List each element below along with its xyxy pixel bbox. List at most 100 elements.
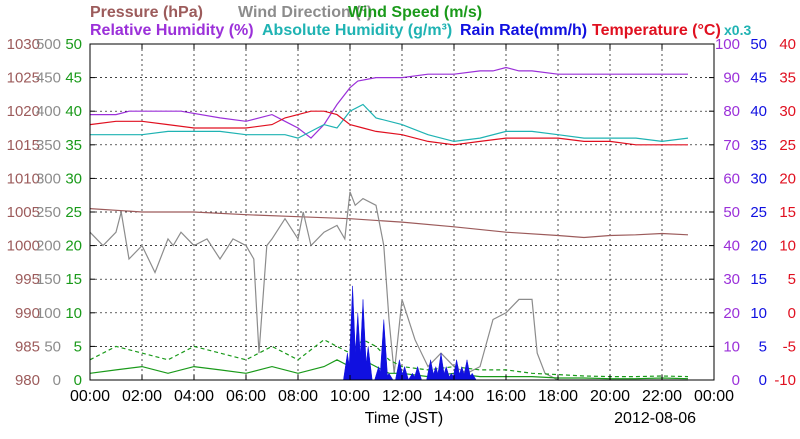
chart-title-area: Pressure (hPa) Wind Direction (°)Wind Spe…	[90, 4, 751, 39]
x-tick-label: 10:00	[330, 388, 370, 405]
series-line	[89, 338, 689, 378]
date-label: 2012-08-06	[614, 410, 696, 427]
rain_rate-tick-label: 20	[750, 238, 767, 255]
wind_direction-tick-label: 200	[36, 238, 61, 255]
temperature-tick-label: 30	[779, 103, 796, 120]
pressure-tick-label: 1015	[7, 137, 40, 154]
temperature-tick-label: 5	[788, 271, 796, 288]
humidity-tick-label: 0	[732, 372, 740, 389]
rain_rate-tick-label: 5	[759, 338, 767, 355]
wind_direction-tick-label: 500	[36, 36, 61, 53]
series-line	[90, 66, 688, 139]
title-item: x0.3	[724, 22, 751, 38]
temperature-tick-label: 35	[779, 70, 796, 87]
pressure-tick-label: 1025	[7, 70, 40, 87]
series-area	[89, 66, 689, 381]
wind_direction-tick-label: 450	[36, 70, 61, 87]
rain_rate-tick-label: 0	[759, 372, 767, 389]
wind_direction-tick-label: 300	[36, 170, 61, 187]
rain_rate-tick-label: 40	[750, 103, 767, 120]
wind_direction-tick-label: 50	[44, 338, 61, 355]
wind_speed-tick-label: 10	[65, 305, 82, 322]
wind_speed-tick-label: 25	[65, 204, 82, 221]
x-tick-label: 02:00	[122, 388, 162, 405]
series-line	[90, 103, 689, 143]
title-item: Rain Rate(mm/h)	[460, 22, 587, 39]
title-item: Temperature (°C)	[592, 22, 721, 39]
wind_speed-tick-label: 40	[65, 103, 82, 120]
humidity-tick-label: 60	[723, 170, 740, 187]
pressure-tick-label: 1020	[7, 103, 40, 120]
wind_speed-tick-label: 50	[65, 36, 82, 53]
x-tick-label: 00:00	[694, 388, 734, 405]
pressure-tick-label: 1030	[7, 36, 40, 53]
temperature-tick-label: 25	[779, 137, 796, 154]
x-tick-label: 08:00	[278, 388, 318, 405]
temperature-tick-label: -5	[783, 338, 796, 355]
humidity-tick-label: 20	[723, 305, 740, 322]
title-item: Wind Speed (m/s)	[348, 4, 482, 21]
humidity-tick-label: 80	[723, 103, 740, 120]
rain_rate-tick-label: 15	[750, 271, 767, 288]
temperature-tick-label: 15	[779, 204, 796, 221]
wind_speed-tick-label: 20	[65, 238, 82, 255]
wind_direction-tick-label: 250	[36, 204, 61, 221]
x-tick-label: 18:00	[538, 388, 578, 405]
pressure-tick-label: 985	[15, 338, 40, 355]
series-line	[89, 191, 688, 381]
humidity-tick-label: 90	[723, 70, 740, 87]
plot-frame	[89, 43, 715, 381]
humidity-tick-label: 50	[723, 204, 740, 221]
pressure-tick-label: 1005	[7, 204, 40, 221]
series-line	[89, 110, 688, 146]
x-tick-label: 16:00	[486, 388, 526, 405]
wind_speed-tick-label: 15	[65, 271, 82, 288]
axes: 1030102510201015101010051000995990985980…	[7, 36, 796, 405]
x-tick-label: 14:00	[434, 388, 474, 405]
x-tick-label: 12:00	[382, 388, 422, 405]
series-line	[89, 359, 689, 380]
wind_direction-tick-label: 400	[36, 103, 61, 120]
rain_rate-tick-label: 35	[750, 137, 767, 154]
rain_rate-tick-label: 30	[750, 170, 767, 187]
temperature-tick-label: 20	[779, 170, 796, 187]
wind_direction-tick-label: 350	[36, 137, 61, 154]
wind_speed-tick-label: 45	[65, 70, 82, 87]
temperature-tick-label: -10	[774, 372, 796, 389]
wind_speed-tick-label: 5	[74, 338, 82, 355]
pressure-tick-label: 980	[15, 372, 40, 389]
title-item: Relative Humidity (%)	[90, 22, 254, 39]
x-tick-label: 00:00	[70, 388, 110, 405]
title-item: Pressure (hPa)	[90, 4, 203, 21]
title-item: Wind Direction (°)	[238, 4, 372, 21]
wind_speed-tick-label: 30	[65, 170, 82, 187]
wind_direction-tick-label: 0	[53, 372, 61, 389]
pressure-tick-label: 1010	[7, 170, 40, 187]
series-line	[89, 208, 689, 239]
grid	[90, 44, 714, 380]
rain_rate-tick-label: 45	[750, 70, 767, 87]
rain-rate-bar	[379, 319, 389, 381]
temperature-tick-label: 0	[788, 305, 796, 322]
wind_direction-tick-label: 100	[36, 305, 61, 322]
humidity-tick-label: 40	[723, 238, 740, 255]
rain_rate-tick-label: 10	[750, 305, 767, 322]
pressure-tick-label: 1000	[7, 238, 40, 255]
wind_direction-tick-label: 150	[36, 271, 61, 288]
humidity-tick-label: 10	[723, 338, 740, 355]
humidity-tick-label: 100	[715, 36, 740, 53]
pressure-tick-label: 990	[15, 305, 40, 322]
title-item: Absolute Humidity (g/m³)	[262, 22, 452, 39]
humidity-tick-label: 70	[723, 137, 740, 154]
temperature-tick-label: 10	[779, 238, 796, 255]
rain_rate-tick-label: 25	[750, 204, 767, 221]
x-tick-label: 04:00	[174, 388, 214, 405]
x-tick-label: 20:00	[590, 388, 630, 405]
x-tick-label: 22:00	[642, 388, 682, 405]
x-tick-label: 06:00	[226, 388, 266, 405]
rain_rate-tick-label: 50	[750, 36, 767, 53]
pressure-tick-label: 995	[15, 271, 40, 288]
wind_speed-tick-label: 0	[74, 372, 82, 389]
